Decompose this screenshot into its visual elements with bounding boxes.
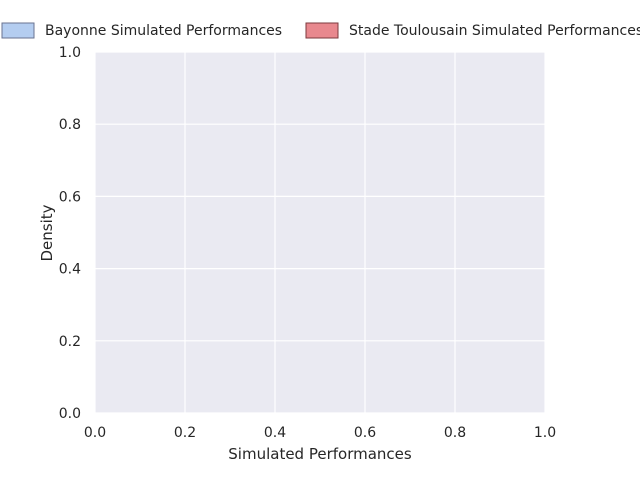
x-tick-label: 0.4 <box>264 425 286 441</box>
legend-swatch <box>1 22 35 39</box>
legend-swatch <box>305 22 339 39</box>
plot-background <box>95 52 545 413</box>
y-tick-label: 0.4 <box>59 262 81 278</box>
y-tick-label: 1.0 <box>59 45 81 61</box>
x-tick-label: 0.2 <box>174 425 196 441</box>
x-tick-labels: 0.0 0.2 0.4 0.6 0.8 1.0 <box>84 425 556 441</box>
x-tick-label: 0.0 <box>84 425 106 441</box>
legend-entry: Stade Toulousain Simulated Performances <box>305 22 640 39</box>
x-axis-label: Simulated Performances <box>228 445 412 463</box>
legend-entry: Bayonne Simulated Performances <box>1 22 282 39</box>
y-tick-labels: 0.0 0.2 0.4 0.6 0.8 1.0 <box>59 45 81 422</box>
y-tick-label: 0.6 <box>59 189 81 205</box>
y-tick-label: 0.8 <box>59 117 81 133</box>
y-axis-label: Density <box>38 204 56 261</box>
y-tick-label: 0.0 <box>59 406 81 422</box>
y-tick-label: 0.2 <box>59 334 81 350</box>
legend: Bayonne Simulated Performances Stade Toul… <box>1 22 640 39</box>
grid-lines <box>94 51 546 414</box>
x-tick-label: 0.6 <box>354 425 376 441</box>
legend-label: Bayonne Simulated Performances <box>45 23 282 39</box>
x-tick-label: 0.8 <box>444 425 466 441</box>
legend-label: Stade Toulousain Simulated Performances <box>349 23 640 39</box>
x-tick-label: 1.0 <box>534 425 556 441</box>
